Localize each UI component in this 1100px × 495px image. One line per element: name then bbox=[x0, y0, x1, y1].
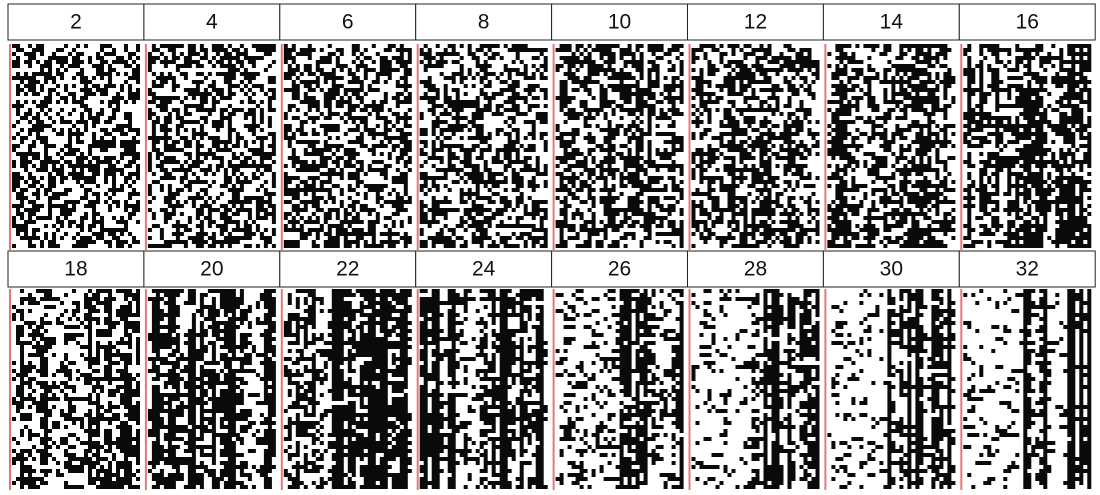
label-cell bbox=[7, 3, 145, 41]
label-cell bbox=[958, 250, 1096, 288]
pattern bbox=[12, 44, 140, 248]
panel-label: 10 bbox=[608, 11, 631, 34]
pattern bbox=[827, 44, 956, 248]
panel-label: 12 bbox=[744, 11, 767, 34]
label-cell bbox=[822, 250, 960, 288]
label-cell bbox=[279, 250, 417, 288]
label-cell bbox=[279, 3, 417, 41]
pattern bbox=[283, 289, 412, 489]
label-cell bbox=[822, 3, 960, 41]
pattern bbox=[827, 289, 956, 489]
panel-label: 32 bbox=[1016, 258, 1039, 281]
label-cell bbox=[7, 250, 145, 288]
pattern bbox=[963, 289, 1092, 489]
panel-label: 28 bbox=[744, 258, 767, 281]
pattern bbox=[419, 289, 548, 489]
pattern bbox=[12, 289, 140, 489]
label-cell bbox=[143, 3, 281, 41]
panel-label: 26 bbox=[608, 258, 631, 281]
panel-label: 2 bbox=[70, 11, 82, 34]
pattern bbox=[147, 44, 276, 248]
pattern bbox=[147, 289, 276, 489]
pattern bbox=[691, 44, 820, 248]
panel-label: 18 bbox=[64, 258, 87, 281]
panel-label: 4 bbox=[206, 11, 218, 34]
panel-label: 6 bbox=[342, 11, 354, 34]
label-cell bbox=[415, 250, 553, 288]
panel-label: 8 bbox=[478, 11, 490, 34]
pattern bbox=[691, 289, 820, 489]
pattern bbox=[419, 44, 548, 248]
panel-label: 14 bbox=[880, 11, 904, 34]
label-cell bbox=[687, 250, 824, 288]
label-cell bbox=[958, 3, 1096, 41]
pattern bbox=[283, 44, 412, 248]
panel-label: 22 bbox=[336, 258, 359, 281]
pattern bbox=[963, 44, 1092, 248]
pattern bbox=[555, 289, 684, 489]
label-cell bbox=[415, 3, 553, 41]
panel-label: 30 bbox=[880, 258, 903, 281]
label-cell bbox=[551, 250, 688, 288]
pattern bbox=[555, 44, 684, 248]
label-cell bbox=[143, 250, 281, 288]
label-cell bbox=[551, 3, 688, 41]
label-cell bbox=[687, 3, 824, 41]
panel-label: 20 bbox=[200, 258, 223, 281]
panel-label: 24 bbox=[472, 258, 496, 281]
panel-label: 16 bbox=[1016, 11, 1039, 34]
